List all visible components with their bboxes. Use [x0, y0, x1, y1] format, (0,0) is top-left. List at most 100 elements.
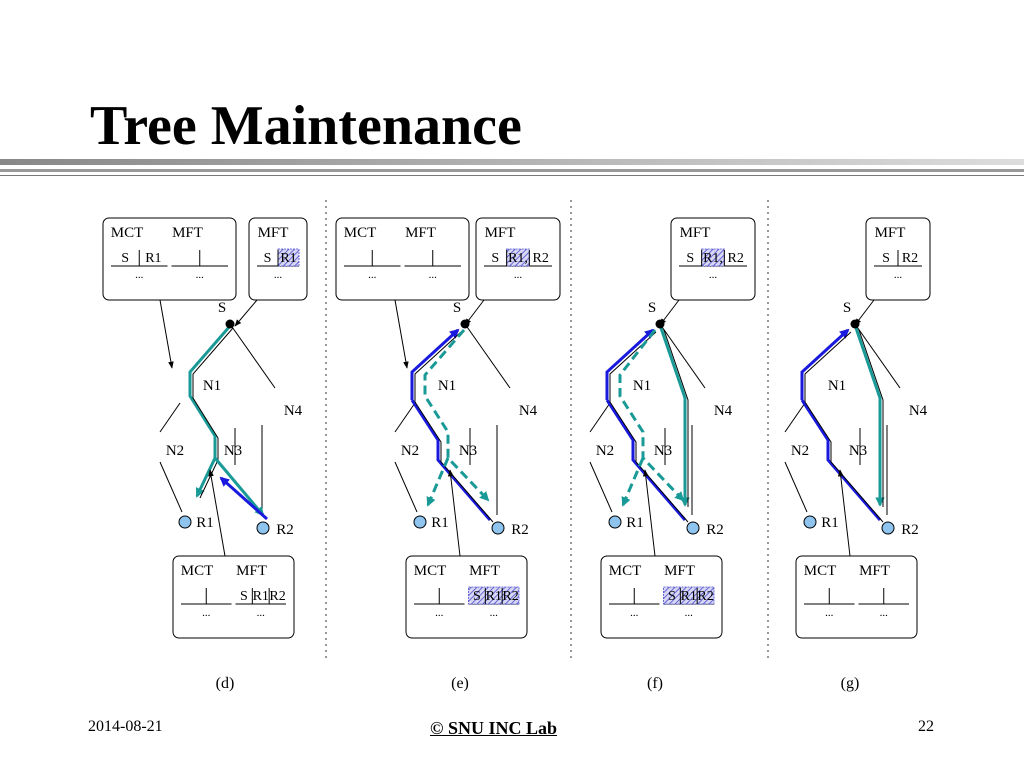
table-pointer-arrow	[837, 469, 851, 557]
receiver-r1-node	[178, 515, 192, 529]
table-cell-value: R2	[902, 251, 918, 266]
blue-route-up	[605, 328, 655, 400]
source-label: S	[453, 300, 461, 316]
table-e-top-left	[335, 217, 470, 301]
table-cell-value: R2	[502, 589, 518, 604]
table-ellipsis: ...	[202, 607, 211, 619]
blue-route-r2-edge	[414, 401, 494, 523]
source-label: S	[648, 300, 656, 316]
table-header-label: MFT	[172, 225, 203, 241]
table-cell-value: R2	[727, 251, 743, 266]
receiver-label-r2: R2	[706, 522, 724, 538]
table-header-label: MFT	[875, 225, 906, 241]
table-ellipsis: ...	[825, 607, 834, 619]
link-n2-r1	[159, 461, 183, 513]
receiver-label-r2: R2	[511, 522, 529, 538]
link-s-n4	[659, 323, 706, 389]
footer-page-number: 22	[918, 718, 934, 735]
blue-route-r2	[800, 399, 882, 521]
node-label-n1: N1	[828, 378, 846, 394]
table-cell-value: S	[686, 251, 694, 266]
blue-route-up-edge	[414, 331, 462, 402]
receiver-r2-node	[881, 521, 895, 535]
link-n2-r1	[784, 461, 808, 513]
table-ellipsis: ...	[685, 607, 694, 619]
title-rule-medium	[0, 169, 1024, 172]
table-cell-value: R1,	[703, 251, 723, 266]
receiver-label-r1: R1	[431, 515, 449, 531]
table-d-top-left	[102, 217, 237, 301]
link-s-n4	[854, 323, 901, 389]
table-cell-value: R1	[681, 589, 697, 604]
table-header-label: MCT	[609, 563, 642, 579]
blue-route-r2-edge	[609, 401, 689, 523]
node-label-n2: N2	[166, 443, 184, 459]
blue-route-r2	[605, 399, 687, 521]
table-ellipsis: ...	[490, 607, 499, 619]
receiver-label-r2: R2	[276, 522, 294, 538]
table-cell-value: S	[491, 251, 499, 266]
teal-route-n4-edge	[663, 329, 689, 507]
table-f-bottom	[600, 555, 723, 639]
link-n2-r1	[394, 461, 418, 513]
teal-route-n4	[659, 327, 690, 507]
link-n1-n2	[394, 402, 416, 433]
panel-dividers	[325, 200, 769, 660]
table-ellipsis: ...	[196, 269, 205, 281]
table-ellipsis: ...	[135, 269, 144, 281]
slide-title: Tree Maintenance	[90, 95, 522, 157]
node-label-n4: N4	[284, 403, 303, 419]
table-pointer-arrow	[659, 299, 680, 326]
table-header-label: MCT	[804, 563, 837, 579]
node-label-n1: N1	[438, 378, 456, 394]
footer-date: 2014-08-21	[88, 718, 163, 735]
link-n1-n2	[784, 402, 806, 433]
table-d-bottom	[172, 555, 295, 639]
table-header-label: MFT	[664, 563, 695, 579]
teal-route-n4	[854, 327, 885, 507]
blue-join-route	[219, 476, 268, 521]
table-cell-value: S	[473, 589, 481, 604]
table-cell-value: R1	[486, 589, 502, 604]
table-header-label: MFT	[405, 225, 436, 241]
table-cell-value: S	[264, 251, 272, 266]
node-label-n3: N3	[849, 443, 867, 459]
table-cell-value: R2	[269, 589, 285, 604]
panel-caption: (g)	[841, 675, 860, 692]
receiver-r2-node	[491, 521, 505, 535]
table-pointer-arrow	[854, 299, 875, 326]
panel-caption: (f)	[647, 675, 663, 692]
panel-caption: (d)	[216, 675, 235, 692]
table-ellipsis: ...	[514, 269, 523, 281]
table-cell-value: R2	[532, 251, 548, 266]
link-s-n4	[464, 323, 511, 389]
receiver-label-r1: R1	[626, 515, 644, 531]
table-pointer-arrow	[208, 469, 226, 557]
receiver-label-r1: R1	[821, 515, 839, 531]
table-ellipsis: ...	[894, 269, 903, 281]
hatched-entry	[468, 586, 520, 605]
node-label-n2: N2	[596, 443, 614, 459]
table-cell-value: R1,	[508, 251, 528, 266]
teal-route-n4-edge	[858, 329, 884, 507]
table-cell-value: R1	[145, 251, 161, 266]
teal-route	[188, 325, 232, 498]
receiver-r1-node	[413, 515, 427, 529]
node-label-n2: N2	[791, 443, 809, 459]
receiver-label-r2: R2	[901, 522, 919, 538]
table-header-label: MFT	[485, 225, 516, 241]
table-header-label: MFT	[680, 225, 711, 241]
source-label: S	[218, 300, 226, 316]
title-rule-thin	[0, 175, 1024, 176]
table-ellipsis: ...	[274, 269, 283, 281]
receiver-r1-node	[608, 515, 622, 529]
node-label-n4: N4	[909, 403, 928, 419]
table-header-label: MFT	[859, 563, 890, 579]
link-n1-n2	[589, 402, 611, 433]
table-cell-value: R1	[253, 589, 269, 604]
table-ellipsis: ...	[368, 269, 377, 281]
footer-copyright: © SNU INC Lab	[430, 718, 557, 738]
table-cell-value: R2	[697, 589, 713, 604]
